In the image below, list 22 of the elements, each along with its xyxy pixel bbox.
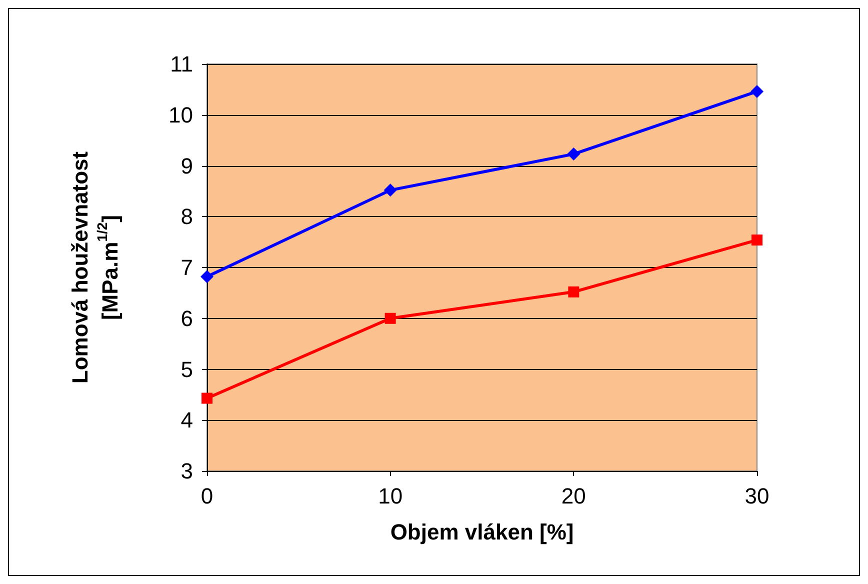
- y-tick-label: 11: [170, 52, 193, 76]
- y-tick-label: 8: [180, 204, 193, 230]
- point: [567, 148, 580, 161]
- y-tick-label: 10: [168, 102, 193, 128]
- x-tick-label: 10: [378, 484, 403, 508]
- x-axis-title: Objem vláken [%]: [390, 520, 574, 544]
- y-tick-label: 7: [180, 255, 193, 280]
- point: [200, 270, 214, 284]
- point: [202, 392, 212, 404]
- point: [568, 286, 580, 298]
- point: [384, 184, 397, 197]
- x-tick-label: 30: [744, 484, 770, 508]
- point: [750, 84, 764, 98]
- x-tick-label: 20: [561, 484, 586, 508]
- y-tick-label: 4: [180, 408, 193, 433]
- y-tick-label: 6: [180, 306, 193, 331]
- y-tick-label: 5: [180, 356, 193, 382]
- y-tick-label: 9: [180, 153, 193, 178]
- x-tick-label: 0: [200, 484, 214, 508]
- point: [384, 312, 396, 324]
- y-tick-label: 3: [180, 458, 193, 484]
- point: [752, 234, 762, 246]
